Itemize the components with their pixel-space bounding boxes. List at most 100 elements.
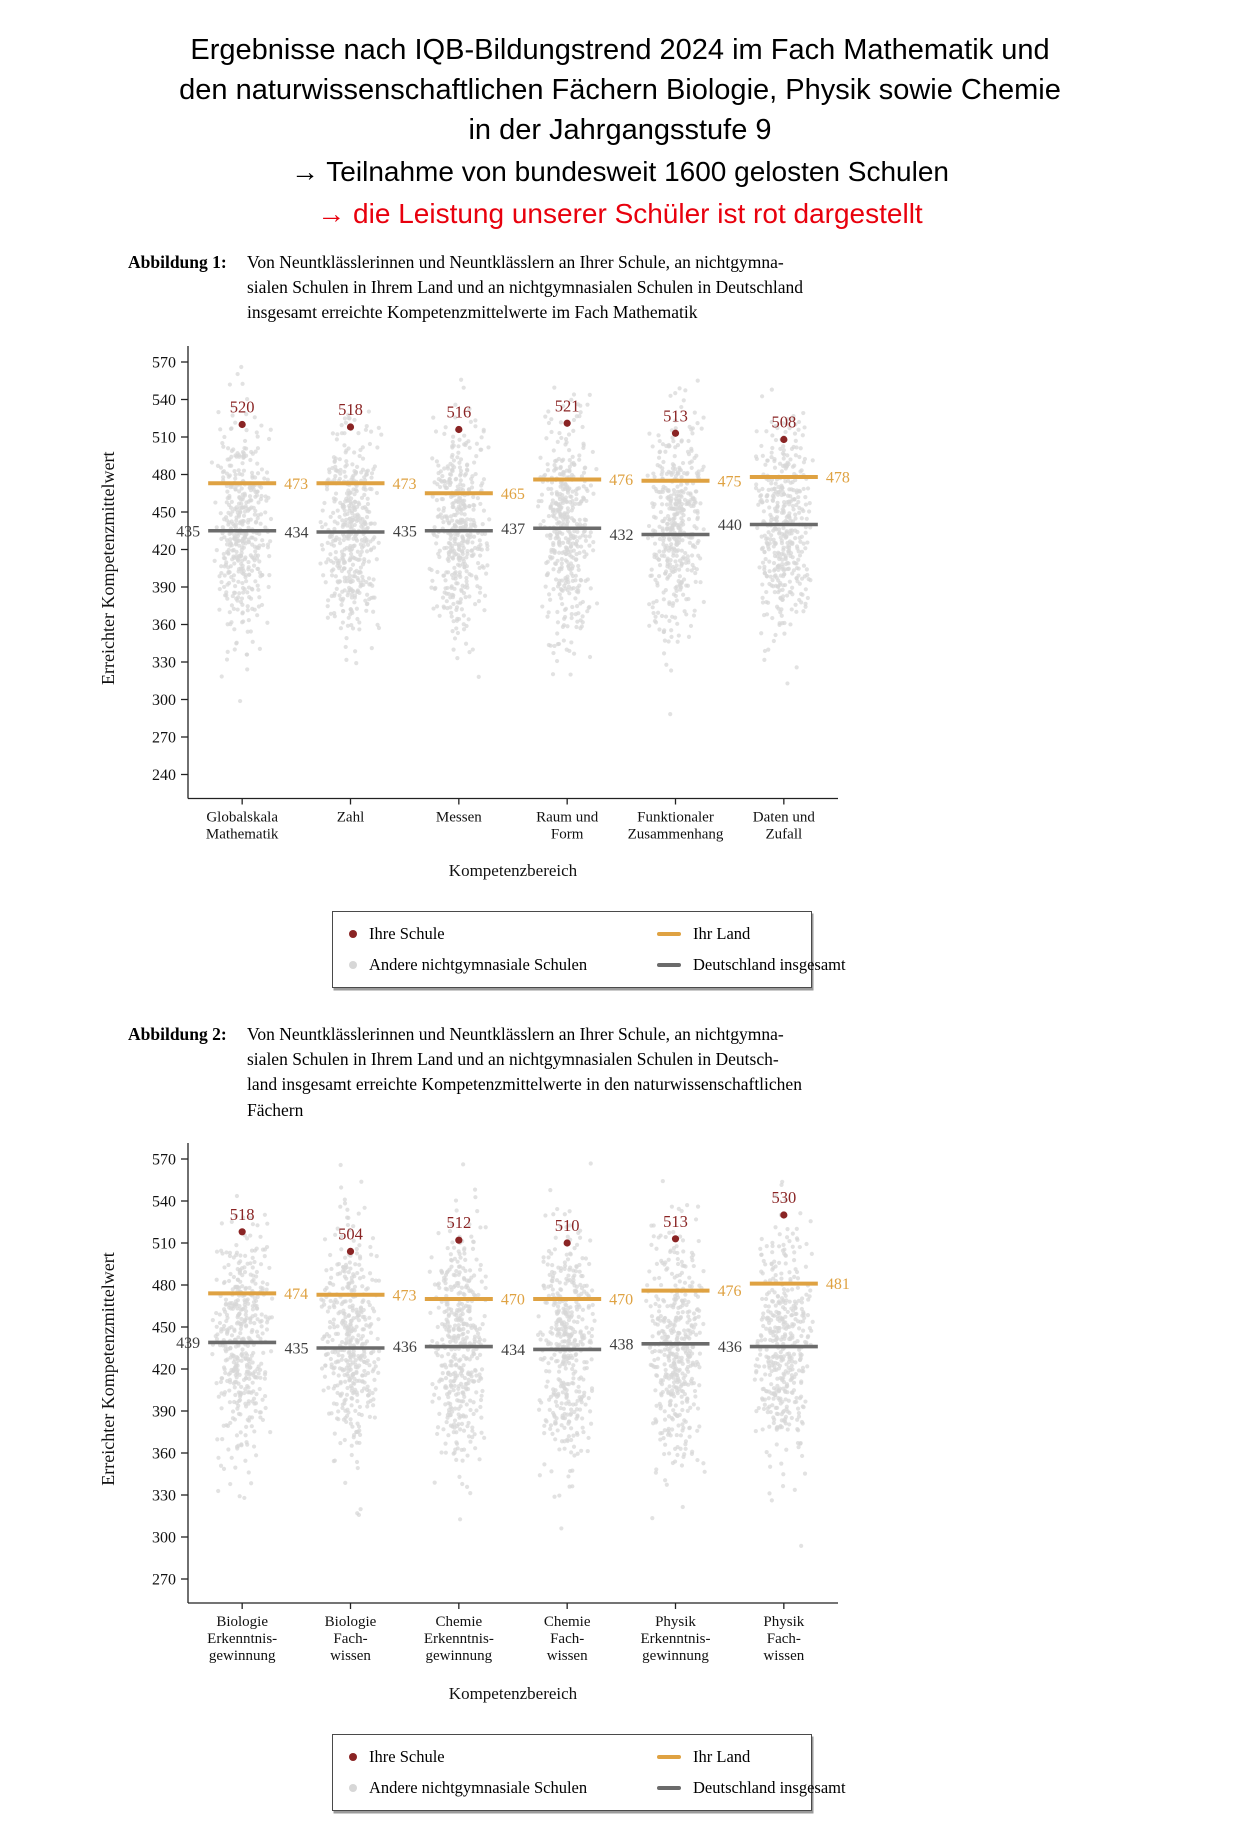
chart-mathematik-beeswarm: Erreichter Kompetenzmittelwert2402703003… (92, 332, 912, 888)
svg-text:wissen: wissen (547, 1648, 588, 1664)
legend-label: Deutschland insgesamt (693, 1778, 846, 1798)
document-title-line: Ergebnisse nach IQB-Bildungstrend 2024 i… (0, 30, 1240, 70)
svg-text:434: 434 (501, 1342, 525, 1359)
figure2-label: Abbildung 2: (128, 1022, 247, 1124)
svg-text:270: 270 (152, 729, 176, 746)
legend-label: Ihre Schule (369, 1747, 445, 1767)
document-header: Ergebnisse nach IQB-Bildungstrend 2024 i… (0, 0, 1240, 234)
svg-text:Physik: Physik (655, 1614, 696, 1630)
svg-text:Biologie: Biologie (325, 1614, 377, 1630)
svg-text:Form: Form (551, 826, 584, 842)
svg-text:wissen: wissen (330, 1648, 371, 1664)
svg-text:521: 521 (555, 396, 580, 415)
school-dot-icon (349, 930, 357, 938)
document-title-line: den naturwissenschaftlichen Fächern Biol… (0, 70, 1240, 110)
svg-text:440: 440 (718, 517, 742, 534)
svg-text:510: 510 (152, 1236, 176, 1253)
svg-text:Erreichter Kompetenzmittelwert: Erreichter Kompetenzmittelwert (98, 1252, 118, 1485)
legend-label: Deutschland insgesamt (693, 955, 846, 975)
land-line-icon (657, 932, 681, 936)
school-dot-icon (349, 1753, 357, 1761)
svg-text:473: 473 (393, 1287, 417, 1304)
svg-text:470: 470 (609, 1292, 633, 1309)
svg-text:gewinnung: gewinnung (642, 1648, 709, 1664)
svg-text:516: 516 (446, 402, 471, 421)
svg-text:504: 504 (338, 1225, 363, 1244)
svg-text:510: 510 (555, 1216, 580, 1235)
svg-text:300: 300 (152, 1530, 176, 1547)
svg-text:432: 432 (610, 527, 634, 544)
svg-text:570: 570 (152, 354, 176, 371)
svg-text:Daten und: Daten und (753, 809, 816, 825)
svg-text:570: 570 (152, 1152, 176, 1169)
svg-text:513: 513 (663, 1212, 688, 1231)
svg-text:438: 438 (610, 1336, 634, 1353)
legend-item-others: Andere nichtgymnasiale Schulen (349, 1778, 657, 1798)
caption-line: Fächern (247, 1098, 802, 1123)
svg-text:Erkenntnis-: Erkenntnis- (424, 1631, 494, 1647)
figure2-caption-text: Von Neuntklässlerinnen und Neuntklässler… (247, 1022, 802, 1124)
svg-text:Chemie: Chemie (436, 1614, 483, 1630)
caption-line: Von Neuntklässlerinnen und Neuntklässler… (247, 1022, 802, 1047)
svg-text:Zufall: Zufall (766, 826, 803, 842)
svg-text:Zusammenhang: Zusammenhang (628, 826, 724, 842)
svg-text:540: 540 (152, 392, 176, 409)
svg-text:474: 474 (284, 1286, 308, 1303)
svg-text:Funktionaler: Funktionaler (637, 809, 714, 825)
svg-text:Fach-: Fach- (767, 1631, 801, 1647)
svg-text:390: 390 (152, 1404, 176, 1421)
figure2-caption: Abbildung 2: Von Neuntklässlerinnen und … (128, 1022, 1068, 1124)
legend-item-land: Ihr Land (657, 924, 846, 944)
svg-text:Messen: Messen (436, 809, 482, 825)
legend-item-others: Andere nichtgymnasiale Schulen (349, 955, 657, 975)
svg-text:Biologie: Biologie (216, 1614, 268, 1630)
svg-text:450: 450 (152, 504, 176, 521)
legend-item-school: Ihre Schule (349, 924, 657, 944)
svg-text:512: 512 (446, 1213, 471, 1232)
svg-text:420: 420 (152, 542, 176, 559)
svg-text:450: 450 (152, 1320, 176, 1337)
caption-line: insgesamt erreichte Kompetenzmittelwerte… (247, 300, 803, 325)
legend-label: Andere nichtgymnasiale Schulen (369, 955, 587, 975)
svg-text:360: 360 (152, 1446, 176, 1463)
legend-label: Ihr Land (693, 1747, 750, 1767)
document-title-line: in der Jahrgangsstufe 9 (0, 110, 1240, 150)
caption-line: Von Neuntklässlerinnen und Neuntklässler… (247, 250, 803, 275)
svg-text:300: 300 (152, 692, 176, 709)
svg-text:435: 435 (393, 523, 417, 540)
svg-text:480: 480 (152, 467, 176, 484)
legend-label: Andere nichtgymnasiale Schulen (369, 1778, 587, 1798)
svg-text:476: 476 (609, 472, 633, 489)
svg-text:270: 270 (152, 1572, 176, 1589)
svg-text:437: 437 (501, 520, 525, 537)
figure1-caption: Abbildung 1: Von Neuntklässlerinnen und … (128, 250, 1068, 326)
svg-text:Erkenntnis-: Erkenntnis- (641, 1631, 711, 1647)
caption-line: land insgesamt erreichte Kompetenzmittel… (247, 1072, 802, 1097)
svg-text:518: 518 (338, 400, 363, 419)
svg-text:Globalskala: Globalskala (206, 809, 278, 825)
chart-naturwissenschaften-beeswarm: Erreichter Kompetenzmittelwert2703003303… (92, 1129, 912, 1711)
germany-line-icon (657, 1786, 681, 1790)
svg-text:510: 510 (152, 429, 176, 446)
svg-text:360: 360 (152, 617, 176, 634)
legend-item-school: Ihre Schule (349, 1747, 657, 1767)
svg-text:Kompetenzbereich: Kompetenzbereich (449, 861, 578, 880)
svg-text:Erreichter Kompetenzmittelwert: Erreichter Kompetenzmittelwert (98, 451, 118, 684)
legend-label: Ihr Land (693, 924, 750, 944)
svg-text:gewinnung: gewinnung (425, 1648, 492, 1664)
svg-text:Fach-: Fach- (550, 1631, 584, 1647)
caption-line: sialen Schulen in Ihrem Land und an nich… (247, 1047, 802, 1072)
other-schools-dot-icon (349, 961, 357, 969)
svg-text:Fach-: Fach- (333, 1631, 367, 1647)
svg-text:513: 513 (663, 406, 688, 425)
svg-text:420: 420 (152, 1362, 176, 1379)
legend-chart2: Ihre Schule Ihr Land Andere nichtgymnasi… (332, 1734, 812, 1811)
svg-text:390: 390 (152, 579, 176, 596)
svg-text:Zahl: Zahl (337, 809, 365, 825)
svg-text:Erkenntnis-: Erkenntnis- (207, 1631, 277, 1647)
legend-item-germany: Deutschland insgesamt (657, 955, 846, 975)
svg-text:508: 508 (771, 412, 796, 431)
svg-text:540: 540 (152, 1194, 176, 1211)
